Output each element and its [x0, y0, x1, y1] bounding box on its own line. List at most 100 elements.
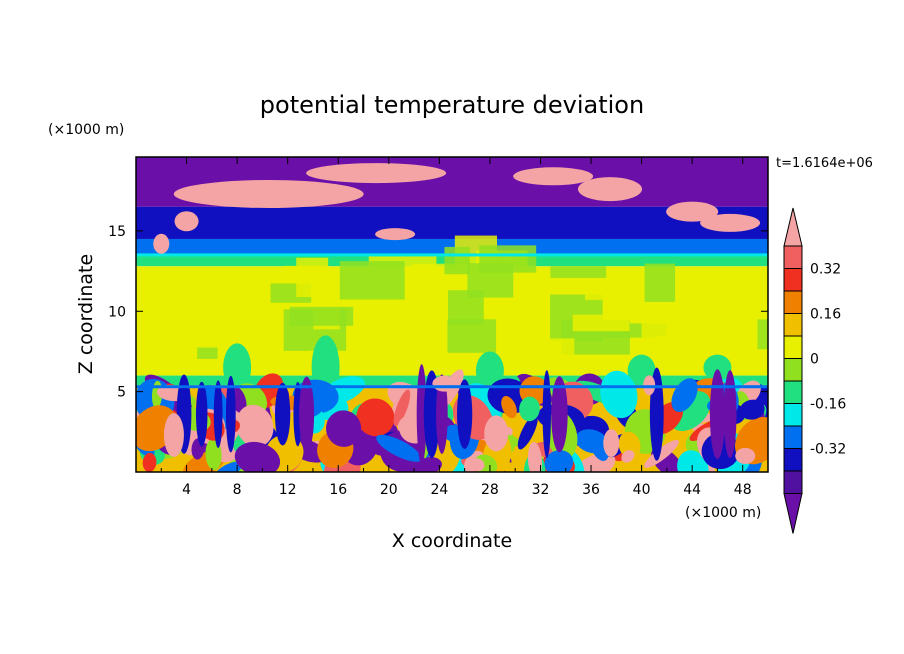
field-warm-blob	[432, 375, 457, 392]
time-label: t=1.6164e+06	[776, 156, 873, 171]
field-patch	[696, 306, 710, 337]
field-patch	[644, 263, 676, 302]
y-tick-label: 15	[108, 224, 126, 240]
field-warm-blob	[174, 211, 199, 232]
field-eddy	[501, 396, 517, 419]
x-tick-label: 44	[683, 482, 701, 498]
field-warm-blob	[306, 163, 447, 184]
field-warm-blob	[603, 429, 620, 458]
field-patch	[641, 313, 685, 340]
x-tick-label: 24	[430, 482, 448, 498]
field-plume	[457, 379, 473, 449]
field-eddy	[325, 410, 362, 447]
field-eddy	[393, 389, 411, 427]
colorbar-swatch	[783, 425, 803, 449]
field-plume	[542, 370, 551, 459]
field-patch	[671, 270, 691, 301]
x-tick-label: 8	[233, 482, 242, 498]
field-patch	[389, 305, 462, 330]
field-eddy	[234, 441, 281, 472]
y-tick-label: 5	[117, 385, 126, 401]
x-tick-label: 4	[182, 482, 191, 498]
field-eddy	[444, 424, 460, 442]
field-warm-blob	[153, 233, 170, 254]
colorbar-label: 0	[810, 352, 819, 368]
field-plume	[225, 375, 236, 453]
x-tick-label: 20	[380, 482, 398, 498]
field-plume	[723, 370, 737, 459]
field-patch	[550, 266, 607, 278]
x-tick-label: 48	[734, 482, 752, 498]
x-tick-label: 32	[532, 482, 550, 498]
contour-field	[136, 157, 768, 472]
colorbar-swatch	[783, 380, 803, 404]
colorbar-label: -0.32	[810, 442, 846, 458]
field-patch	[339, 261, 405, 300]
field-eddy	[739, 399, 765, 420]
field-warm-blob	[513, 167, 594, 186]
field-plume	[709, 369, 725, 460]
field-eddy	[397, 414, 422, 435]
field-eddy	[527, 441, 542, 472]
colorbar-under-triangle	[783, 493, 803, 534]
field-eddy	[621, 450, 635, 463]
field-patch	[572, 314, 630, 332]
x-tick-label: 12	[279, 482, 297, 498]
field-patch	[206, 302, 266, 324]
field-patch	[197, 347, 218, 359]
field-plume	[416, 364, 427, 465]
colorbar-swatch	[783, 313, 803, 337]
field-patch	[296, 257, 329, 298]
colorbar-label: 0.32	[810, 262, 841, 278]
chart-title: potential temperature deviation	[260, 91, 644, 119]
y-unit-label: (×1000 m)	[48, 122, 124, 138]
field-patch	[703, 354, 732, 381]
x-axis-title: X coordinate	[392, 530, 512, 552]
x-tick-label: 36	[582, 482, 600, 498]
field-warm-blob	[163, 413, 184, 458]
field-warm-blob	[375, 228, 416, 241]
field-eddy	[677, 450, 709, 472]
x-tick-label: 28	[481, 482, 499, 498]
colorbar-over-triangle	[783, 207, 803, 247]
field-eddy	[502, 462, 527, 472]
field-line	[136, 385, 768, 389]
x-axis: 4 8 12 16 20 24 28 32 36 40 44 48	[160, 157, 752, 498]
field-patch	[448, 290, 484, 325]
field-line	[136, 253, 768, 257]
field-plume	[195, 381, 208, 447]
field-plume	[423, 370, 440, 458]
field-warm-blob	[250, 413, 269, 441]
field-eddy	[470, 458, 485, 472]
field-plume	[274, 382, 291, 446]
field-patch	[444, 246, 470, 275]
field-eddy	[600, 370, 638, 419]
field-eddy	[517, 414, 538, 450]
field-warm-blob	[700, 213, 761, 232]
colorbar: 0.32 0.16 0 -0.16 -0.32	[783, 207, 846, 534]
field-plume	[299, 376, 315, 452]
field-eddy	[618, 431, 641, 459]
field-patch	[360, 313, 389, 334]
field-plume	[213, 380, 223, 448]
x-unit-label: (×1000 m)	[685, 505, 761, 521]
colorbar-swatch	[783, 335, 803, 359]
field-patch	[447, 319, 497, 353]
y-tick-label: 10	[108, 304, 126, 320]
field-eddy	[376, 434, 422, 462]
colorbar-swatch	[783, 358, 803, 382]
field-patch	[289, 306, 354, 326]
field-patch	[584, 284, 621, 301]
field-eddy	[214, 461, 243, 472]
plot-frame	[135, 156, 769, 473]
field-eddy	[644, 439, 679, 469]
field-patch	[757, 319, 768, 350]
colorbar-label: 0.16	[810, 307, 841, 323]
colorbar-swatch	[783, 470, 803, 494]
field-eddy	[356, 398, 395, 437]
colorbar-swatch	[783, 245, 803, 269]
x-tick-label: 16	[329, 482, 347, 498]
y-axis: 5 10 15	[108, 224, 768, 401]
field-patch	[654, 335, 677, 355]
